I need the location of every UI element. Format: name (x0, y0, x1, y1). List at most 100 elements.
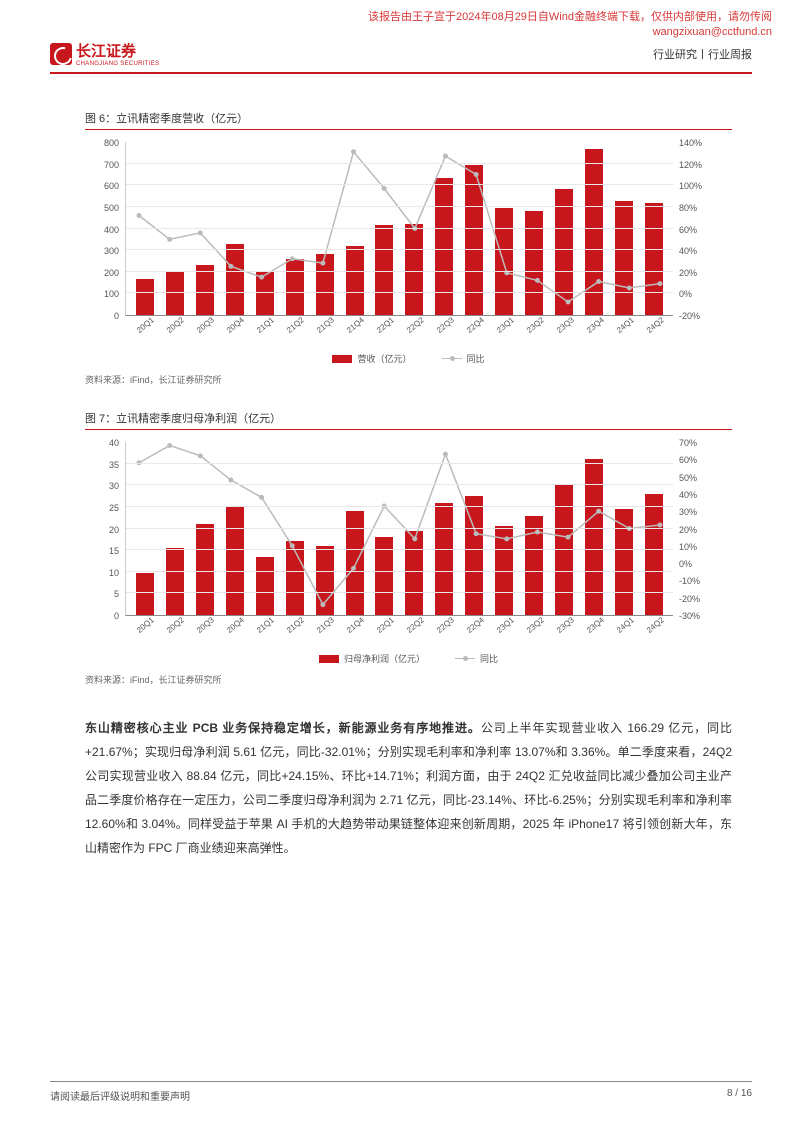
y-right-tick: 50% (679, 473, 717, 483)
header-right: 行业研究丨行业周报 (653, 46, 752, 62)
x-label: 20Q4 (225, 316, 258, 351)
y-left-tick: 400 (89, 225, 119, 235)
x-label: 21Q4 (345, 616, 378, 651)
x-label: 22Q2 (405, 616, 438, 651)
logo: 长江证券 CHANGJIANG SECURITIES (50, 40, 159, 67)
x-label: 20Q4 (225, 616, 258, 651)
y-left-tick: 800 (89, 138, 119, 148)
x-label: 22Q3 (435, 316, 468, 351)
x-label: 24Q1 (615, 316, 648, 351)
x-label: 21Q2 (285, 316, 318, 351)
y-right-tick: 30% (679, 507, 717, 517)
gridline (126, 506, 673, 507)
y-left-tick: 600 (89, 181, 119, 191)
c2-legend-bar: 归母净利润（亿元） (319, 652, 425, 665)
c1-legend-bar-label: 营收（亿元） (357, 352, 411, 365)
bar (645, 203, 663, 315)
logo-textbox: 长江证券 CHANGJIANG SECURITIES (76, 40, 159, 67)
y-left-tick: 100 (89, 289, 119, 299)
gridline (126, 571, 673, 572)
gridline (126, 484, 673, 485)
legend-bar-swatch (332, 355, 352, 363)
watermark-line2: wangzixuan@cctfund.cn (368, 25, 772, 40)
gridline (126, 592, 673, 593)
bar (316, 254, 334, 315)
x-label: 23Q2 (525, 316, 558, 351)
x-label: 23Q3 (555, 616, 588, 651)
x-label: 21Q1 (255, 316, 288, 351)
bar (256, 557, 274, 615)
y-left-tick: 0 (89, 311, 119, 321)
gridline (126, 292, 673, 293)
gridline (126, 206, 673, 207)
c2-y-left: 0510152025303540 (93, 436, 123, 616)
x-label: 23Q3 (555, 316, 588, 351)
y-right-tick: 140% (679, 138, 717, 148)
y-right-tick: -20% (679, 311, 717, 321)
figure-7-chart: 0510152025303540 -30%-20%-10%0%10%20%30%… (93, 436, 713, 646)
y-right-tick: 100% (679, 181, 717, 191)
x-label: 20Q3 (195, 316, 228, 351)
y-left-tick: 300 (89, 246, 119, 256)
c2-plot (125, 442, 673, 616)
bar (286, 259, 304, 315)
y-right-tick: 60% (679, 455, 717, 465)
bar (346, 246, 364, 315)
bar (136, 279, 154, 315)
y-left-tick: 500 (89, 203, 119, 213)
y-left-tick: 0 (89, 611, 119, 621)
bar (316, 546, 334, 615)
c1-bars (126, 142, 673, 315)
bar (196, 265, 214, 315)
footer: 请阅读最后评级说明和重要声明 8 / 16 (50, 1081, 752, 1103)
logo-text: 长江证券 (76, 40, 159, 61)
bar (136, 573, 154, 615)
y-right-tick: 80% (679, 203, 717, 213)
legend-line-swatch (455, 658, 475, 659)
y-right-tick: 0% (679, 289, 717, 299)
page-header: 长江证券 CHANGJIANG SECURITIES 行业研究丨行业周报 (50, 40, 752, 71)
x-label: 23Q4 (585, 616, 618, 651)
gridline (126, 249, 673, 250)
c2-bars (126, 442, 673, 615)
gridline (126, 184, 673, 185)
watermark-line1: 该报告由王子宣于2024年08月29日自Wind金融终端下载，仅供内部使用，请勿… (368, 10, 772, 25)
y-right-tick: -30% (679, 611, 717, 621)
bar (405, 224, 423, 315)
y-right-tick: 20% (679, 268, 717, 278)
c2-legend-bar-label: 归母净利润（亿元） (344, 652, 425, 665)
figure-7-title: 图 7：立讯精密季度归母净利润（亿元） (85, 410, 732, 430)
header-divider (50, 72, 752, 74)
bar (226, 244, 244, 315)
c2-legend-line-label: 同比 (480, 652, 498, 665)
x-label: 21Q3 (315, 316, 348, 351)
x-label: 22Q3 (435, 616, 468, 651)
c1-source: 资料来源：iFind，长江证券研究所 (85, 373, 732, 386)
y-right-tick: 40% (679, 246, 717, 256)
footer-right: 8 / 16 (727, 1088, 752, 1103)
bar (615, 201, 633, 315)
y-right-tick: 20% (679, 525, 717, 535)
x-label: 22Q2 (405, 316, 438, 351)
y-left-tick: 10 (89, 568, 119, 578)
body-rest: 公司上半年实现营业收入 166.29 亿元，同比+21.67%；实现归母净利润 … (85, 721, 732, 855)
x-label: 21Q4 (345, 316, 378, 351)
gridline (126, 271, 673, 272)
y-left-tick: 700 (89, 160, 119, 170)
c2-legend: 归母净利润（亿元） 同比 (85, 652, 732, 665)
gridline (126, 228, 673, 229)
x-label: 20Q1 (135, 316, 168, 351)
c1-legend-bar: 营收（亿元） (332, 352, 411, 365)
x-label: 21Q1 (255, 616, 288, 651)
c1-x-labels: 20Q120Q220Q320Q421Q121Q221Q321Q422Q122Q2… (125, 320, 673, 350)
y-left-tick: 200 (89, 268, 119, 278)
bar (555, 189, 573, 316)
gridline (126, 528, 673, 529)
content: 图 6：立讯精密季度营收（亿元） 01002003004005006007008… (85, 100, 732, 860)
gridline (126, 163, 673, 164)
y-left-tick: 5 (89, 589, 119, 599)
x-label: 22Q1 (375, 616, 408, 651)
body-bold: 东山精密核心主业 PCB 业务保持稳定增长，新能源业务有序地推进。 (85, 721, 481, 735)
x-label: 23Q4 (585, 316, 618, 351)
bar (615, 509, 633, 615)
